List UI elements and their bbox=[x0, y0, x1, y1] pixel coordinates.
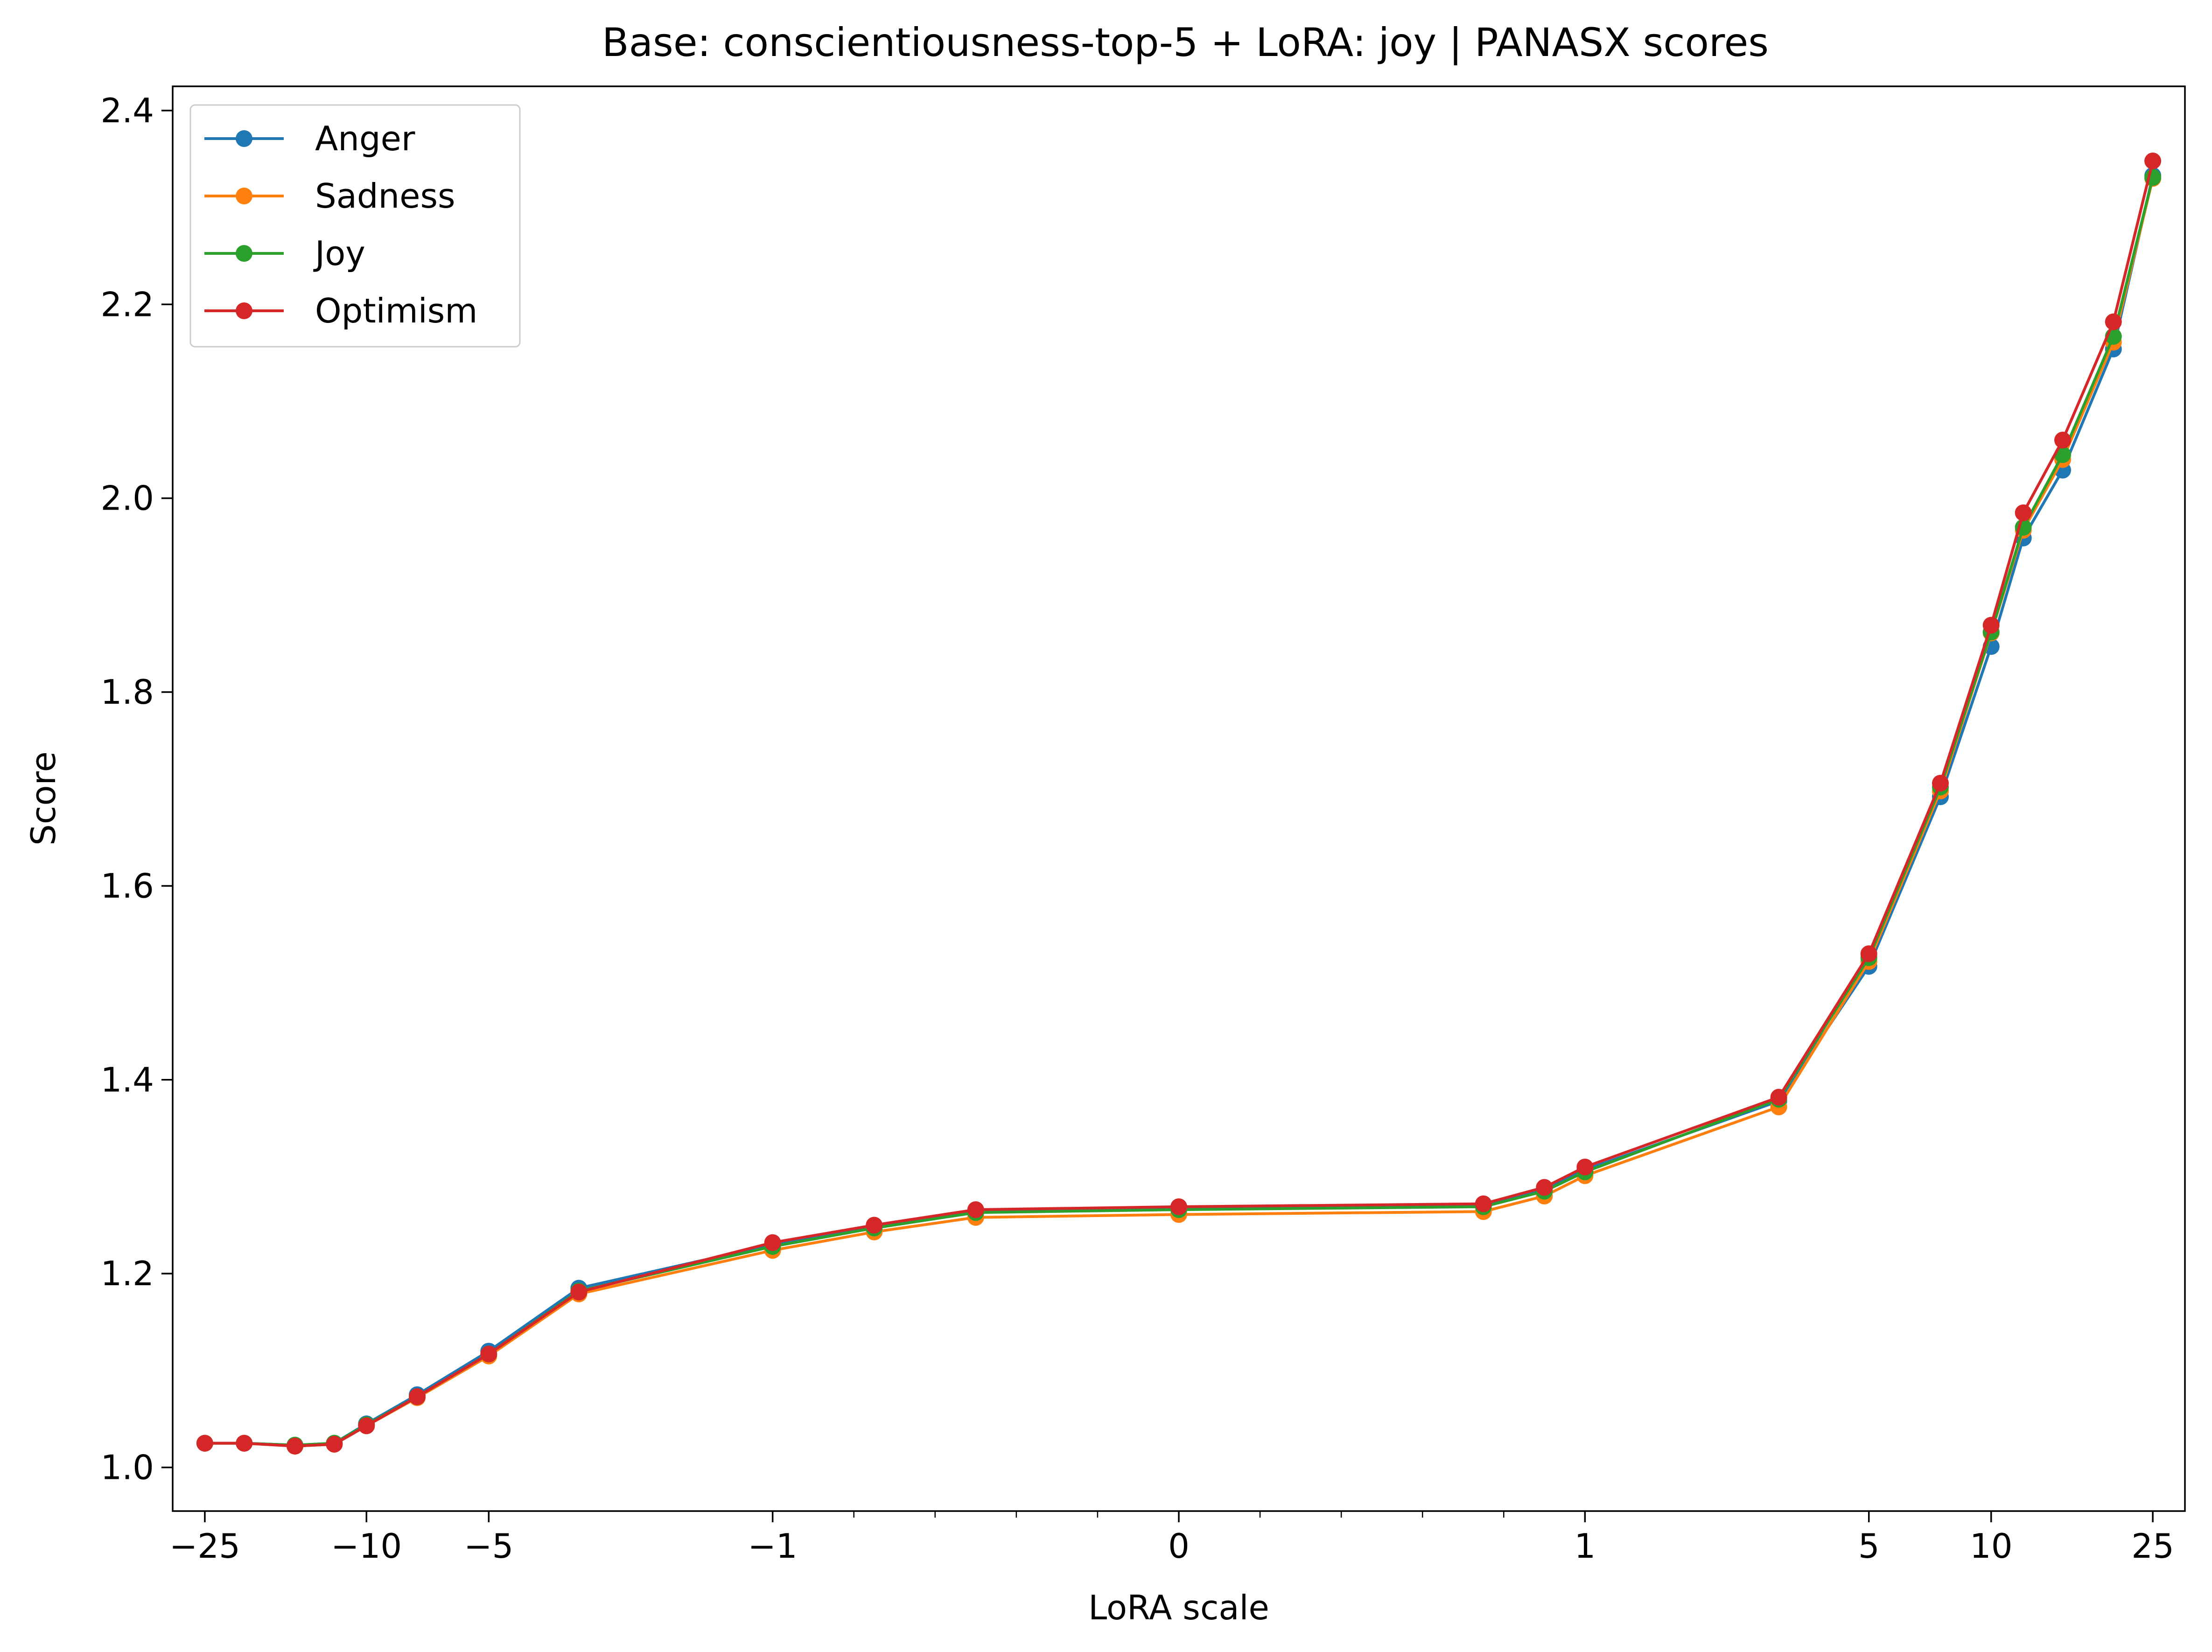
data-point-optimism bbox=[764, 1234, 781, 1251]
y-tick-label: 1.0 bbox=[100, 1448, 154, 1487]
y-tick-label: 2.0 bbox=[100, 479, 154, 518]
data-point-optimism bbox=[2015, 504, 2032, 521]
y-tick-label: 1.6 bbox=[100, 866, 154, 905]
legend-box bbox=[189, 104, 521, 348]
data-point-optimism bbox=[409, 1388, 426, 1405]
x-axis-ticks: −25 −10 −5 −1 0 1 5 10 25 bbox=[169, 1511, 2174, 1566]
series-optimism bbox=[196, 152, 2162, 1455]
y-tick-label: 2.2 bbox=[100, 285, 154, 324]
chart-title: Base: conscientiousness-top-5 + LoRA: jo… bbox=[602, 20, 1769, 65]
data-point-optimism bbox=[1536, 1179, 1553, 1196]
legend-marker-sadness bbox=[236, 188, 252, 204]
legend-marker-optimism bbox=[236, 302, 252, 319]
y-tick-label: 1.2 bbox=[100, 1254, 154, 1293]
y-axis-label: Score bbox=[24, 751, 63, 846]
legend-marker-anger bbox=[236, 130, 252, 147]
data-point-optimism bbox=[2054, 432, 2071, 449]
x-minor-ticks bbox=[853, 1511, 1505, 1518]
x-tick-label: 25 bbox=[2131, 1526, 2174, 1566]
data-point-optimism bbox=[570, 1283, 588, 1301]
x-axis-label: LoRA scale bbox=[1088, 1588, 1269, 1627]
y-tick-label: 2.4 bbox=[100, 91, 154, 130]
x-tick-label: −5 bbox=[464, 1526, 513, 1566]
series-layer bbox=[196, 152, 2162, 1455]
data-point-optimism bbox=[236, 1435, 253, 1452]
x-tick-label: 5 bbox=[1858, 1526, 1880, 1566]
data-point-optimism bbox=[1475, 1195, 1492, 1212]
y-tick-label: 1.4 bbox=[100, 1060, 154, 1099]
data-point-optimism bbox=[1932, 775, 1949, 792]
x-tick-label: 0 bbox=[1168, 1526, 1190, 1566]
legend-marker-joy bbox=[236, 245, 252, 262]
legend-label-sadness: Sadness bbox=[315, 176, 455, 216]
x-tick-label: −25 bbox=[169, 1526, 240, 1566]
data-point-optimism bbox=[1770, 1089, 1787, 1106]
data-point-optimism bbox=[326, 1435, 343, 1453]
legend-label-optimism: Optimism bbox=[315, 291, 477, 330]
legend: Anger Sadness Joy Optimism bbox=[189, 104, 521, 348]
data-point-optimism bbox=[2105, 313, 2122, 330]
data-point-optimism bbox=[1860, 945, 1877, 962]
x-tick-label: 10 bbox=[1970, 1526, 2013, 1566]
data-point-optimism bbox=[967, 1201, 984, 1218]
plot-area-frame bbox=[172, 85, 2186, 1512]
data-point-optimism bbox=[866, 1217, 883, 1234]
legend-item-joy: Joy bbox=[204, 234, 365, 273]
data-point-optimism bbox=[2144, 152, 2162, 169]
legend-label-anger: Anger bbox=[315, 119, 415, 158]
data-point-optimism bbox=[1170, 1198, 1187, 1215]
legend-label-joy: Joy bbox=[313, 234, 365, 273]
data-point-optimism bbox=[196, 1435, 213, 1452]
data-point-optimism bbox=[1982, 616, 2000, 634]
x-tick-label: −10 bbox=[331, 1526, 402, 1566]
legend-item-optimism: Optimism bbox=[204, 291, 477, 330]
y-axis-ticks: 1.0 1.2 1.4 1.6 1.8 2.0 2.2 2.4 bbox=[100, 91, 173, 1487]
y-tick-label: 1.8 bbox=[100, 672, 154, 712]
data-point-optimism bbox=[358, 1417, 375, 1435]
data-point-optimism bbox=[1576, 1158, 1594, 1176]
data-point-optimism bbox=[480, 1345, 497, 1363]
x-tick-label: 1 bbox=[1574, 1526, 1596, 1566]
x-tick-label: −1 bbox=[748, 1526, 798, 1566]
data-point-optimism bbox=[287, 1437, 304, 1455]
legend-item-sadness: Sadness bbox=[204, 176, 455, 216]
legend-item-anger: Anger bbox=[204, 119, 415, 158]
